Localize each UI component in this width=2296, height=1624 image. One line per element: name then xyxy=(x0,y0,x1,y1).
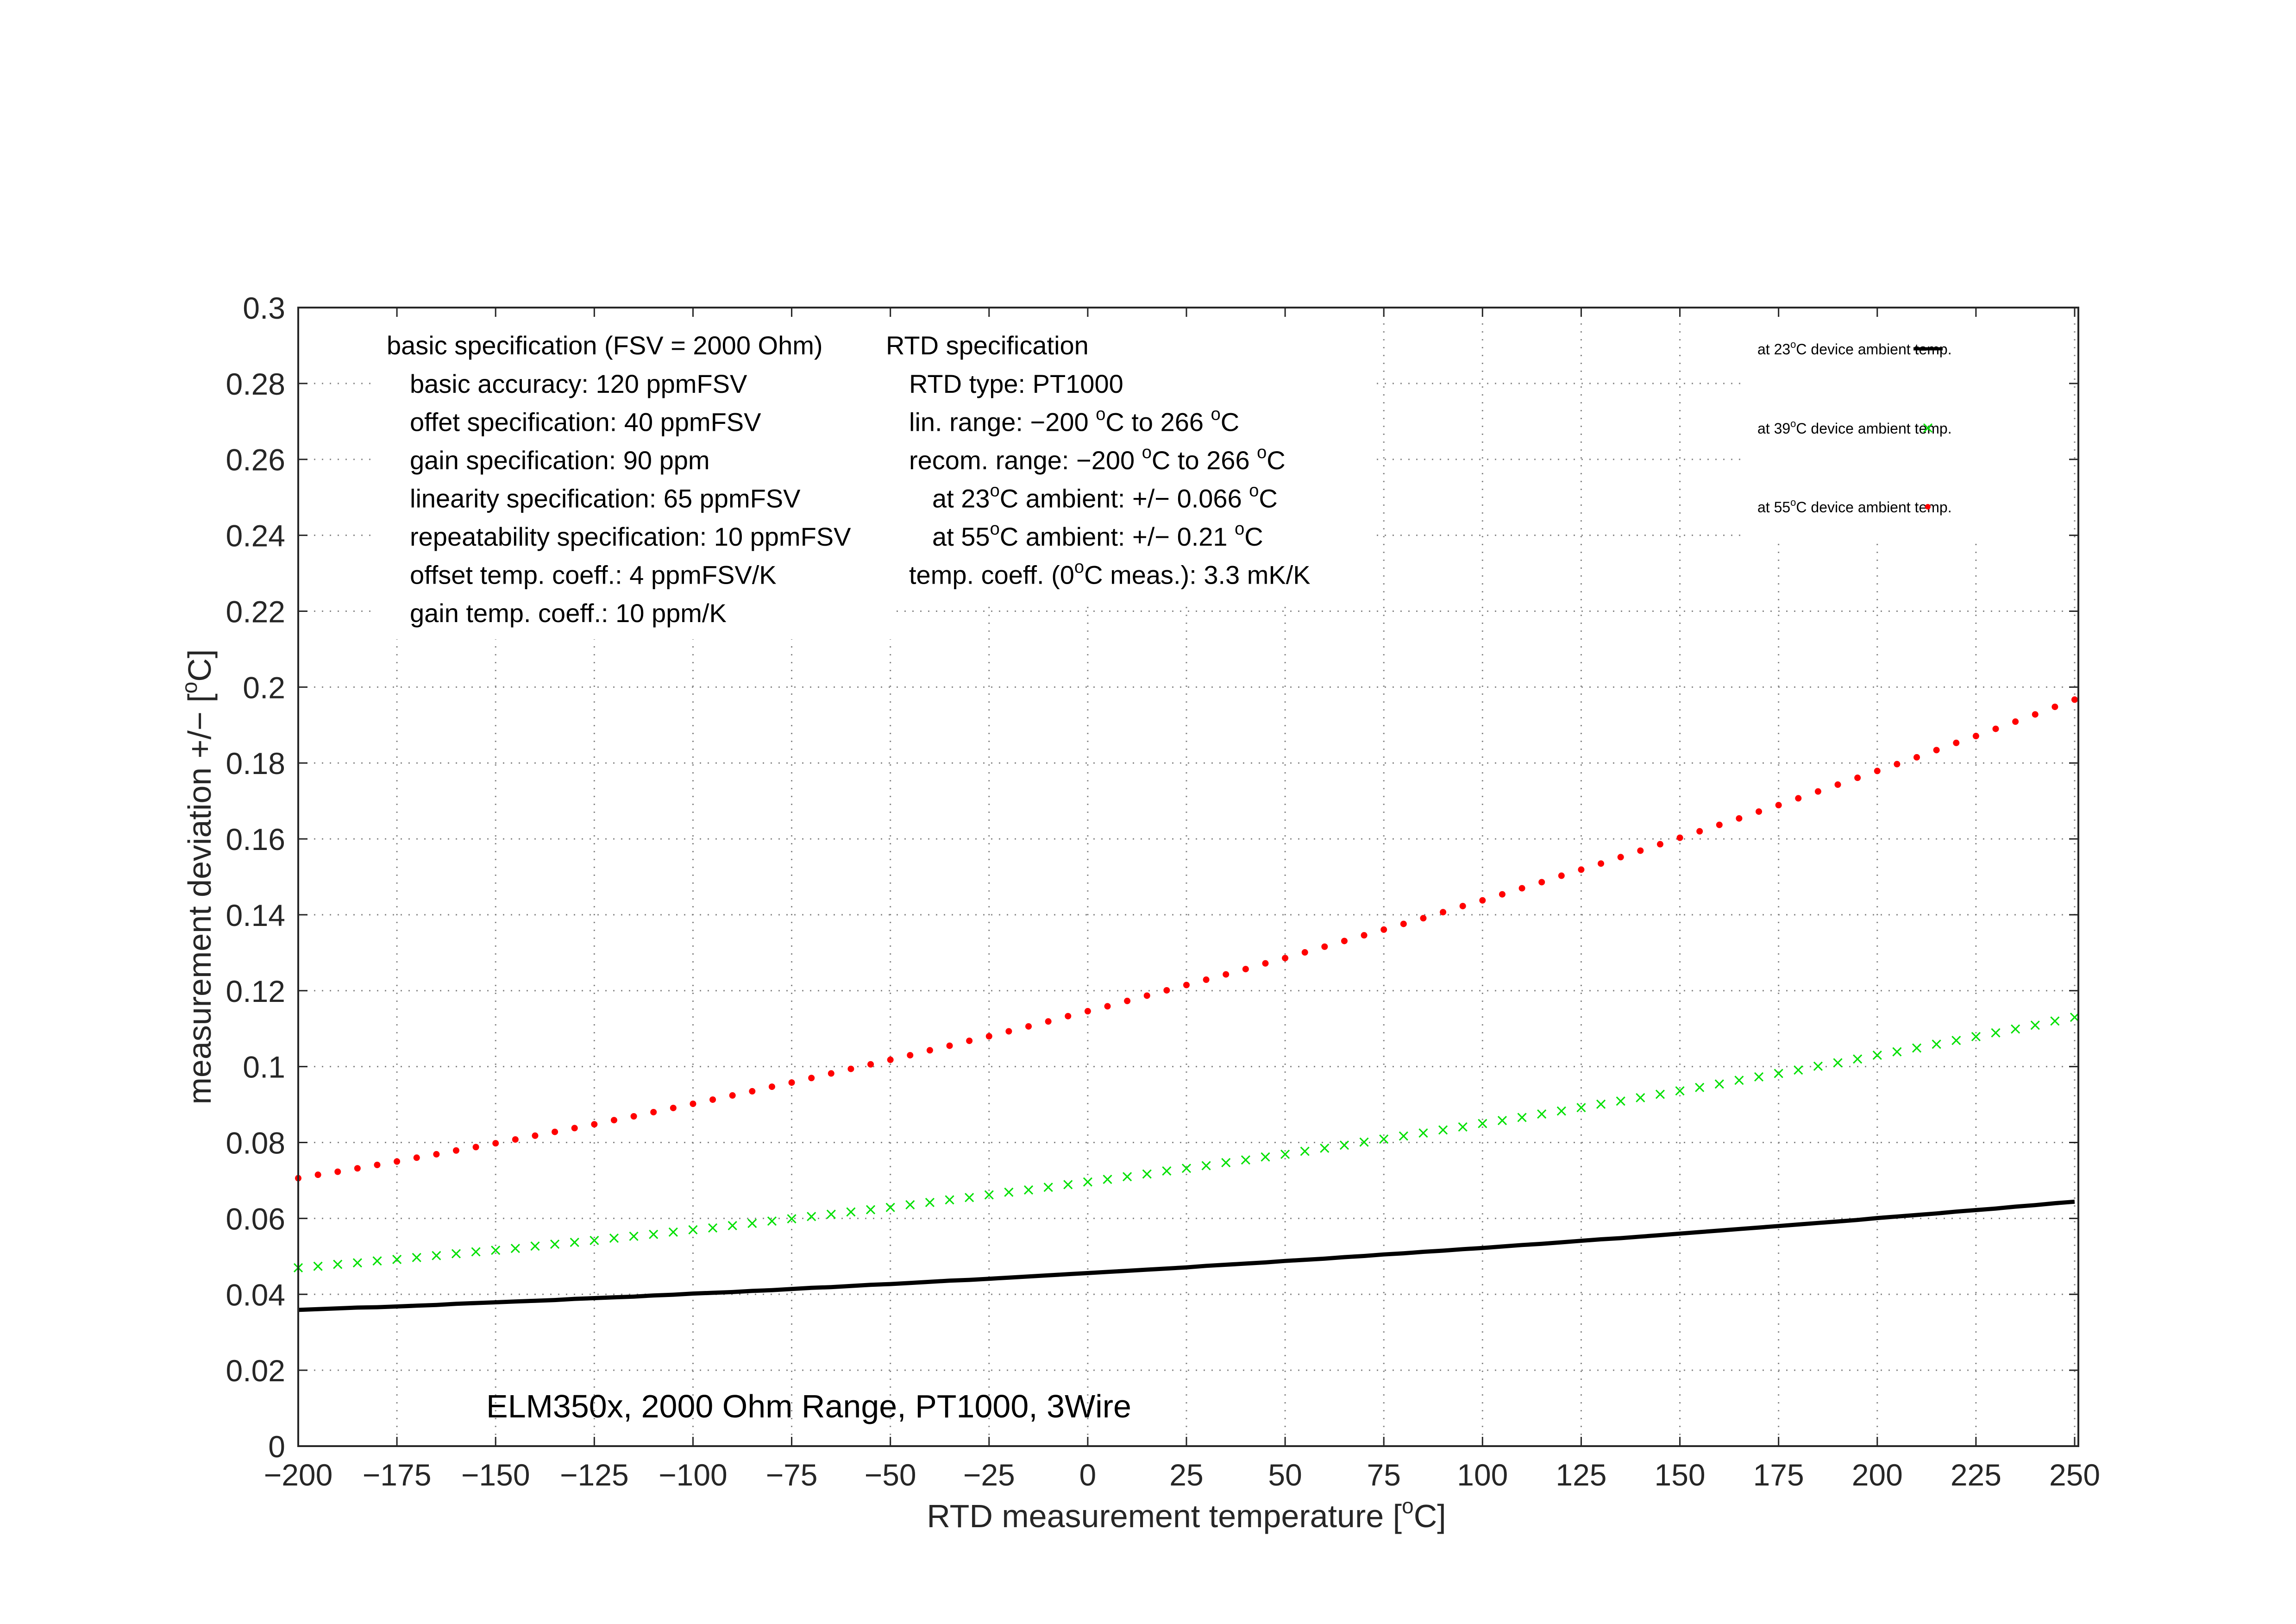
x-axis-title: RTD measurement temperature [oC] xyxy=(927,1494,1446,1534)
annotation-line: recom. range: −200 oC to 266 oC xyxy=(909,443,1286,475)
x-tick-label: 200 xyxy=(1852,1458,1903,1492)
series-line xyxy=(298,1199,2075,1312)
y-tick-label: 0.26 xyxy=(226,443,285,477)
x-tick-label: 225 xyxy=(1951,1458,2001,1492)
x-tick-label: −50 xyxy=(865,1458,916,1492)
x-tick-label: 175 xyxy=(1753,1458,1804,1492)
plot-border xyxy=(297,307,2079,1447)
x-tick-label: −25 xyxy=(963,1458,1015,1492)
legend-dot-marker-icon xyxy=(1925,504,1931,510)
annotation-line: at 23oC ambient: +/− 0.066 oC xyxy=(932,481,1278,513)
annotation-line: basic accuracy: 120 ppmFSV xyxy=(410,369,747,398)
x-tick-label: 0 xyxy=(1079,1458,1097,1492)
y-tick-label: 0.18 xyxy=(226,746,285,781)
y-tick-label: 0.1 xyxy=(243,1050,285,1084)
x-tick-label: −150 xyxy=(461,1458,530,1492)
x-tick-label: −125 xyxy=(560,1458,629,1492)
legend-entry-label: at 55oC device ambient temp. xyxy=(1757,497,1952,516)
series-x-markers xyxy=(293,1013,2080,1272)
x-tick-label: 100 xyxy=(1457,1458,1508,1492)
x-tick-label: 150 xyxy=(1654,1458,1705,1492)
y-tick-label: 0.08 xyxy=(226,1126,285,1160)
y-tick-label: 0.3 xyxy=(243,291,285,325)
x-tick-label: −75 xyxy=(766,1458,818,1492)
x-tick-label: −100 xyxy=(659,1458,728,1492)
y-tick-label: 0.06 xyxy=(226,1202,285,1236)
y-tick-label: 0.14 xyxy=(226,898,285,932)
spec-annotations: basic specification (FSV = 2000 Ohm) basi… xyxy=(375,320,1375,639)
legend-entry-label: at 39oC device ambient temp. xyxy=(1757,418,1952,437)
x-tick-label: −175 xyxy=(363,1458,432,1492)
y-tick-label: 0.24 xyxy=(226,519,285,553)
x-tick-label: 125 xyxy=(1556,1458,1606,1492)
annotation-line: at 55oC ambient: +/− 0.21 oC xyxy=(932,519,1263,551)
y-tick-label: 0.2 xyxy=(243,670,285,705)
x-tick-label: −200 xyxy=(264,1458,333,1492)
chart-title: ELM350x, 2000 Ohm Range, PT1000, 3Wire xyxy=(486,1388,1131,1424)
annotation-line: gain specification: 90 ppm xyxy=(410,446,710,475)
y-tick-label: 0.16 xyxy=(226,822,285,856)
y-tick-label: 0.02 xyxy=(226,1353,285,1388)
y-tick-label: 0.04 xyxy=(226,1278,285,1312)
annotation-line: offset temp. coeff.: 4 ppmFSV/K xyxy=(410,560,777,590)
axis-titles: RTD measurement temperature [oC] measure… xyxy=(177,649,1446,1534)
annotation-line: linearity specification: 65 ppmFSV xyxy=(410,484,801,513)
annotation-line: RTD specification xyxy=(886,331,1089,360)
x-tick-label: 75 xyxy=(1367,1458,1401,1492)
annotation-line: basic specification (FSV = 2000 Ohm) xyxy=(387,331,823,360)
legend-x-marker-icon xyxy=(1923,423,1933,433)
x-tick-label: 50 xyxy=(1268,1458,1302,1492)
annotation-line: gain temp. coeff.: 10 ppm/K xyxy=(410,598,727,628)
x-tick-label: 25 xyxy=(1169,1458,1203,1492)
x-tick-label: 250 xyxy=(2049,1458,2100,1492)
y-tick-label: 0.28 xyxy=(226,367,285,401)
data-series xyxy=(293,696,2080,1312)
y-tick-label: 0 xyxy=(268,1429,285,1464)
axis-ticks: −200 −175 −150 −125 −100 −75 −50 −25 0 25 50 75 100 1… xyxy=(226,291,2101,1492)
series-dot-markers xyxy=(295,696,2078,1182)
y-axis-title: measurement deviation +/− [oC] xyxy=(177,649,218,1105)
legend: at 23oC device ambient temp.at 39oC devi… xyxy=(1746,320,2070,537)
y-tick-label: 0.22 xyxy=(226,594,285,629)
annotation-line: repeatability specification: 10 ppmFSV xyxy=(410,522,851,551)
annotation-line: offet specification: 40 ppmFSV xyxy=(410,408,761,437)
y-tick-label: 0.12 xyxy=(226,974,285,1008)
annotation-line: RTD type: PT1000 xyxy=(909,369,1123,398)
annotation-line: temp. coeff. (0oC meas.): 3.3 mK/K xyxy=(909,558,1311,590)
annotation-line: lin. range: −200 oC to 266 oC xyxy=(909,405,1239,437)
